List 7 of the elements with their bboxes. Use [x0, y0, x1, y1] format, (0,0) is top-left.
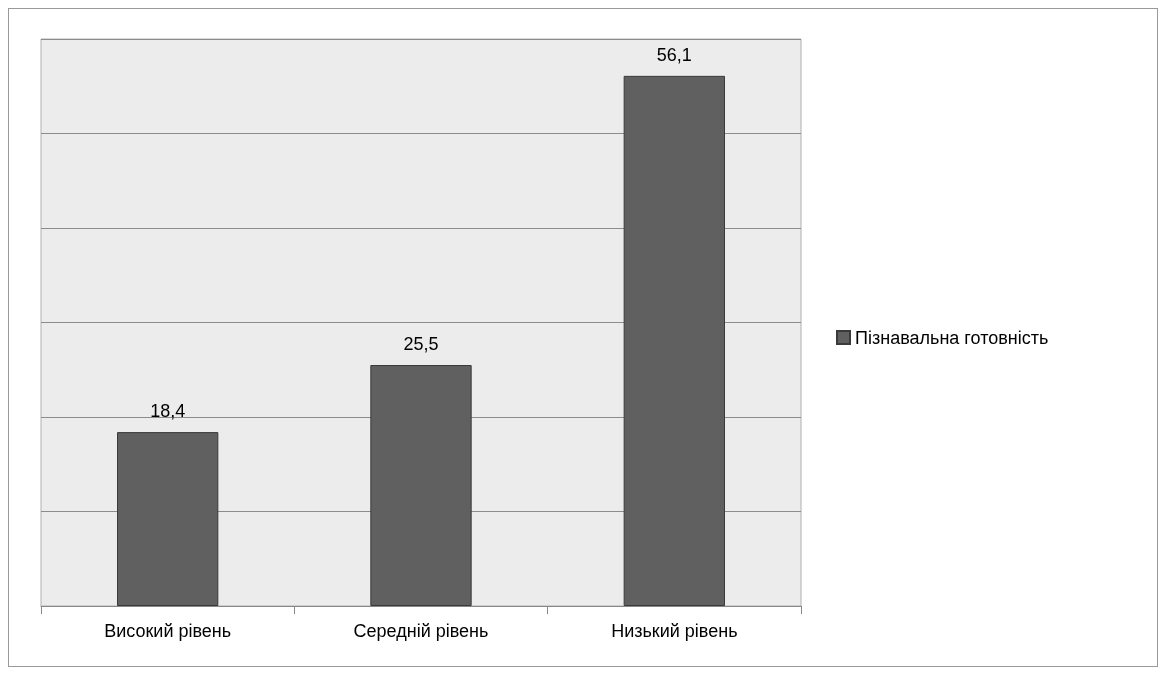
legend-label: Пізнавальна готовність [855, 327, 1049, 348]
x-tick-label: Високий рівень [104, 621, 232, 641]
data-label: 56,1 [656, 44, 692, 65]
x-tick-label: Середній рівень [353, 621, 489, 641]
data-label: 25,5 [403, 334, 439, 355]
x-tick-label: Низький рівень [611, 621, 738, 641]
data-label: 18,4 [150, 401, 186, 422]
